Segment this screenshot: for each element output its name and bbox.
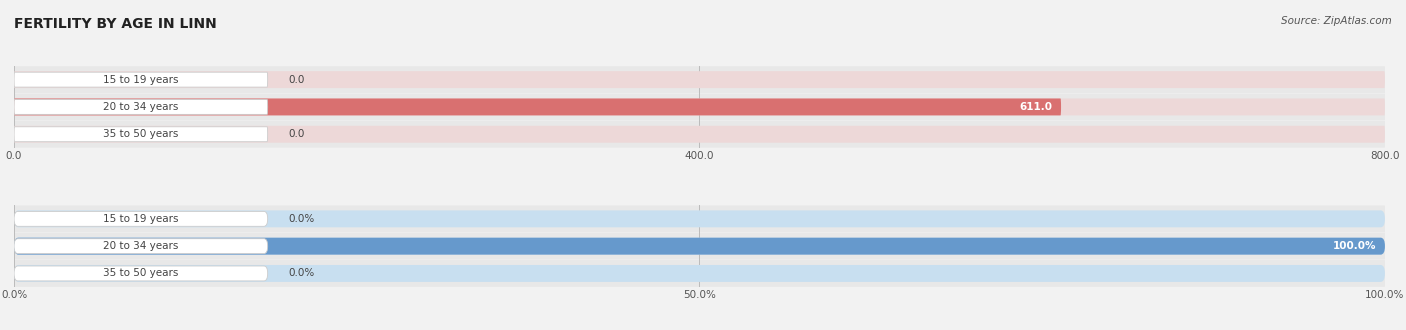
FancyBboxPatch shape: [14, 211, 1385, 227]
Text: Source: ZipAtlas.com: Source: ZipAtlas.com: [1281, 16, 1392, 26]
FancyBboxPatch shape: [14, 100, 267, 115]
Text: 20 to 34 years: 20 to 34 years: [103, 102, 179, 112]
FancyBboxPatch shape: [14, 239, 267, 253]
FancyBboxPatch shape: [14, 266, 267, 281]
FancyBboxPatch shape: [14, 127, 267, 142]
FancyBboxPatch shape: [14, 66, 1385, 93]
FancyBboxPatch shape: [14, 238, 1385, 255]
Text: 15 to 19 years: 15 to 19 years: [103, 214, 179, 224]
Text: 0.0: 0.0: [288, 129, 305, 139]
FancyBboxPatch shape: [14, 233, 1385, 259]
Text: 0.0: 0.0: [288, 75, 305, 85]
FancyBboxPatch shape: [14, 71, 1385, 88]
FancyBboxPatch shape: [14, 206, 1385, 232]
FancyBboxPatch shape: [14, 238, 1385, 255]
FancyBboxPatch shape: [14, 121, 1385, 148]
Text: 35 to 50 years: 35 to 50 years: [103, 129, 179, 139]
FancyBboxPatch shape: [14, 212, 267, 226]
FancyBboxPatch shape: [14, 98, 1385, 115]
FancyBboxPatch shape: [14, 126, 1385, 143]
Text: 15 to 19 years: 15 to 19 years: [103, 75, 179, 85]
Text: 35 to 50 years: 35 to 50 years: [103, 268, 179, 279]
Text: 0.0%: 0.0%: [288, 268, 315, 279]
Text: 20 to 34 years: 20 to 34 years: [103, 241, 179, 251]
FancyBboxPatch shape: [14, 265, 1385, 282]
FancyBboxPatch shape: [14, 260, 1385, 287]
FancyBboxPatch shape: [14, 72, 267, 87]
FancyBboxPatch shape: [14, 98, 1062, 115]
Text: FERTILITY BY AGE IN LINN: FERTILITY BY AGE IN LINN: [14, 16, 217, 30]
Text: 100.0%: 100.0%: [1333, 241, 1376, 251]
Text: 611.0: 611.0: [1019, 102, 1053, 112]
FancyBboxPatch shape: [14, 94, 1385, 120]
Text: 0.0%: 0.0%: [288, 214, 315, 224]
